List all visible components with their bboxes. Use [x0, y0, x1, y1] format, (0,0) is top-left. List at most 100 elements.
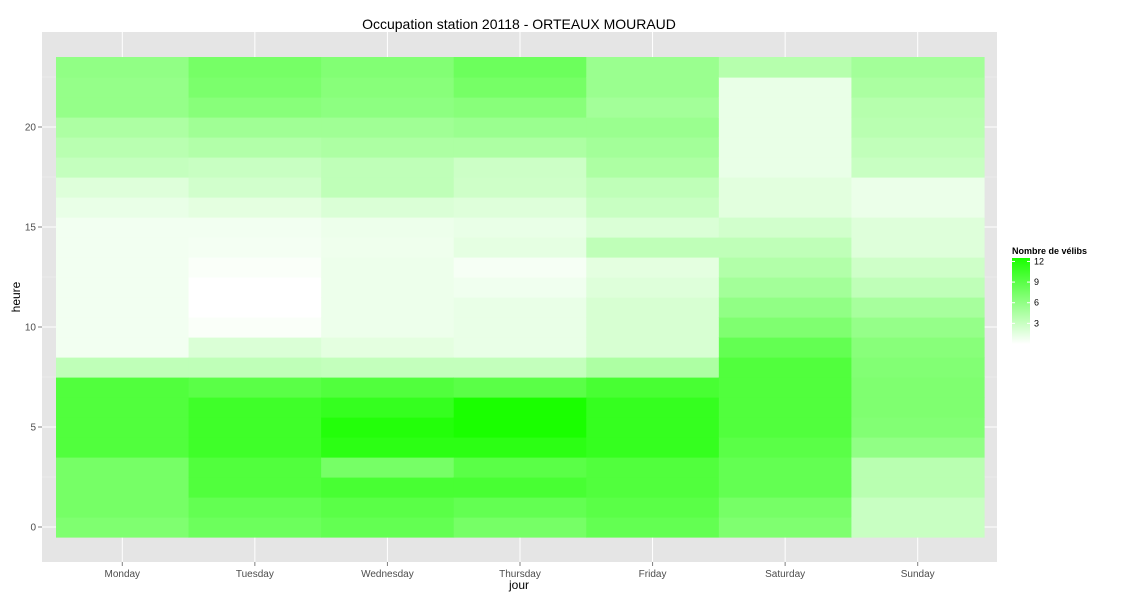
heatmap-cell	[188, 237, 322, 258]
heatmap-cell	[586, 277, 720, 298]
legend-tick-label: 9	[1034, 277, 1039, 287]
heatmap-cell	[453, 517, 587, 538]
heatmap-cell	[718, 97, 853, 118]
heatmap-cell	[56, 517, 190, 538]
heatmap-cell	[321, 157, 455, 178]
heatmap-cell	[586, 517, 720, 538]
heatmap-cell	[453, 477, 587, 498]
heatmap-cell	[718, 397, 853, 418]
heatmap-cell	[851, 77, 985, 98]
legend-tick-label: 3	[1034, 318, 1039, 328]
heatmap-cell	[453, 357, 587, 378]
heatmap-cell	[56, 437, 190, 458]
heatmap-cell	[586, 137, 720, 158]
heatmap-cell	[321, 357, 455, 378]
y-tick-label: 0	[30, 523, 36, 534]
heatmap-cell	[56, 97, 190, 118]
heatmap-cell	[453, 257, 587, 278]
heatmap-cell	[188, 137, 322, 158]
heatmap-cell	[453, 337, 587, 358]
heatmap-cell	[851, 117, 985, 138]
heatmap-cell	[718, 237, 853, 258]
legend-title: Nombre de vélibs	[1012, 246, 1087, 256]
heatmap-cell	[851, 477, 985, 498]
heatmap-cell	[586, 497, 720, 518]
heatmap-cell	[188, 297, 322, 318]
heatmap-cell	[718, 417, 853, 438]
heatmap-cell	[321, 217, 455, 238]
heatmap-cell	[718, 77, 853, 98]
heatmap-cell	[586, 237, 720, 258]
heatmap-cell	[56, 497, 190, 518]
heatmap-cell	[586, 177, 720, 198]
heatmap-cell	[321, 337, 455, 358]
heatmap-cell	[321, 517, 455, 538]
heatmap-cell	[851, 97, 985, 118]
heatmap-cell	[56, 157, 190, 178]
heatmap-cell	[188, 177, 322, 198]
heatmap-cell	[718, 297, 853, 318]
heatmap-cell	[586, 157, 720, 178]
heatmap-cell	[453, 437, 587, 458]
heatmap-cell	[56, 297, 190, 318]
heatmap-cell	[718, 497, 853, 518]
heatmap-cell	[718, 437, 853, 458]
heatmap-cell	[851, 457, 985, 478]
x-axis-title: jour	[508, 578, 529, 592]
heatmap-cell	[321, 177, 455, 198]
heatmap-cell	[188, 457, 322, 478]
heatmap-cell	[586, 317, 720, 338]
heatmap-cell	[188, 97, 322, 118]
heatmap-cell	[718, 457, 853, 478]
heatmap-cell	[56, 317, 190, 338]
heatmap-cell	[586, 197, 720, 218]
heatmap-cell	[718, 197, 853, 218]
heatmap-cell	[321, 477, 455, 498]
heatmap-cell	[56, 177, 190, 198]
heatmap-cell	[718, 477, 853, 498]
heatmap-cell	[188, 497, 322, 518]
x-tick-label: Monday	[104, 569, 140, 580]
heatmap-cell	[321, 317, 455, 338]
heatmap-cell	[56, 397, 190, 418]
heatmap-cell	[188, 277, 322, 298]
heatmap-cell	[453, 117, 587, 138]
heatmap-cell	[851, 357, 985, 378]
heatmap-cell	[321, 397, 455, 418]
heatmap-cell	[56, 357, 190, 378]
heatmap-cell	[188, 357, 322, 378]
heatmap-cell	[851, 237, 985, 258]
heatmap-cell	[586, 217, 720, 238]
y-tick-label: 20	[25, 123, 37, 134]
x-tick-label: Sunday	[901, 569, 935, 580]
heatmap-cell	[453, 97, 587, 118]
y-tick-label: 5	[30, 423, 36, 434]
heatmap-cell	[453, 237, 587, 258]
heatmap-cell	[188, 377, 322, 398]
y-tick-label: 10	[25, 323, 37, 334]
x-tick-label: Saturday	[765, 569, 805, 580]
y-axis-title: heure	[9, 281, 23, 312]
heatmap-cell	[453, 77, 587, 98]
heatmap-cell	[56, 457, 190, 478]
heatmap-cell	[453, 417, 587, 438]
heatmap-cell	[321, 137, 455, 158]
heatmap-cell	[56, 57, 190, 78]
heatmap-cell	[718, 377, 853, 398]
heatmap-cell	[453, 57, 587, 78]
heatmap-cell	[851, 397, 985, 418]
heatmap-cell	[851, 417, 985, 438]
heatmap-cell	[321, 117, 455, 138]
x-tick-label: Wednesday	[361, 569, 414, 580]
heatmap-cell	[188, 397, 322, 418]
heatmap-cell	[718, 177, 853, 198]
heatmap-cell	[453, 317, 587, 338]
heatmap-cell	[718, 157, 853, 178]
heatmap-cell	[321, 417, 455, 438]
heatmap-cell	[586, 377, 720, 398]
legend: Nombre de vélibs 3 6 9 12	[1012, 246, 1087, 344]
heatmap-cell	[188, 57, 322, 78]
heatmap-cell	[188, 517, 322, 538]
heatmap-cell	[586, 337, 720, 358]
